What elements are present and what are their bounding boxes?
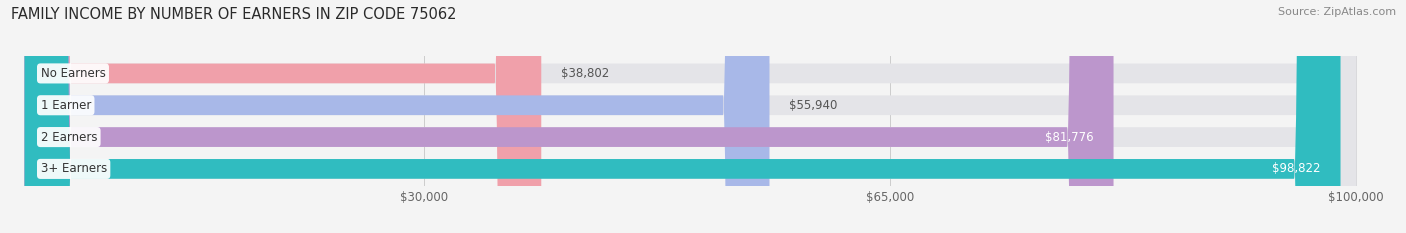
FancyBboxPatch shape: [24, 0, 769, 233]
Text: Source: ZipAtlas.com: Source: ZipAtlas.com: [1278, 7, 1396, 17]
Text: 2 Earners: 2 Earners: [41, 130, 97, 144]
FancyBboxPatch shape: [24, 0, 1357, 233]
Text: 3+ Earners: 3+ Earners: [41, 162, 107, 175]
FancyBboxPatch shape: [24, 0, 1114, 233]
Text: $55,940: $55,940: [789, 99, 838, 112]
Text: $81,776: $81,776: [1045, 130, 1094, 144]
FancyBboxPatch shape: [24, 0, 1357, 233]
Text: No Earners: No Earners: [41, 67, 105, 80]
FancyBboxPatch shape: [24, 0, 1357, 233]
Text: FAMILY INCOME BY NUMBER OF EARNERS IN ZIP CODE 75062: FAMILY INCOME BY NUMBER OF EARNERS IN ZI…: [11, 7, 457, 22]
FancyBboxPatch shape: [24, 0, 1340, 233]
Text: $38,802: $38,802: [561, 67, 609, 80]
FancyBboxPatch shape: [24, 0, 1357, 233]
FancyBboxPatch shape: [24, 0, 541, 233]
Text: $98,822: $98,822: [1272, 162, 1320, 175]
Text: 1 Earner: 1 Earner: [41, 99, 91, 112]
